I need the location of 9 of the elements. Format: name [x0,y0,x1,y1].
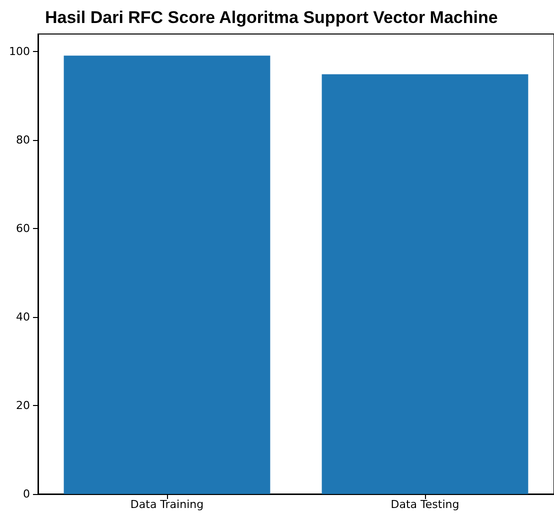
y-tick-label: 20 [16,399,30,412]
y-tick-label: 40 [16,310,30,324]
chart-title: Hasil Dari RFC Score Algoritma Support Vector Machine [45,8,498,27]
y-tick-label: 100 [9,45,30,58]
y-tick-label: 60 [16,222,30,236]
x-tick-label: Data Training [130,498,204,511]
y-tick-label: 80 [16,134,30,147]
y-tick-label: 0 [23,488,30,500]
x-tick-label: Data Testing [390,498,460,511]
